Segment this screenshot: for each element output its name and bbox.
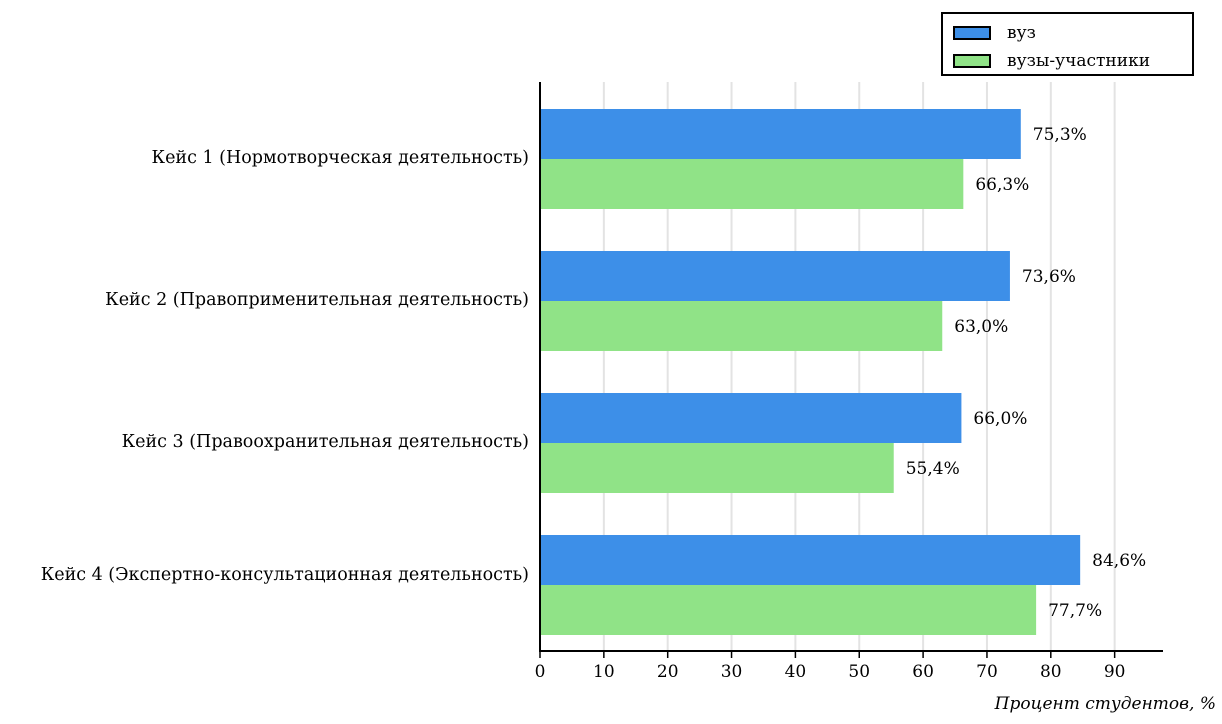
bar-vuz-case-1 — [540, 109, 1021, 159]
legend-item-vuz: вуз — [953, 22, 1036, 44]
x-tick-label-80: 80 — [1040, 662, 1062, 682]
legend-label-vuzy-uchastniki: вузы-участники — [1007, 51, 1151, 71]
category-label-case-3: Кейс 3 (Правоохранительная деятельность) — [121, 432, 529, 452]
legend-label-vuz: вуз — [1007, 23, 1036, 43]
x-tick-label-40: 40 — [785, 662, 807, 682]
value-label-vuz-case-4: 84,6% — [1092, 551, 1146, 571]
bar-vuzy-uchastniki-case-3 — [540, 443, 894, 493]
value-label-vuzy-uchastniki-case-3: 55,4% — [906, 459, 960, 479]
bar-vuzy-uchastniki-case-2 — [540, 301, 943, 351]
x-tick-label-70: 70 — [976, 662, 998, 682]
x-axis-title: Процент студентов, % — [994, 694, 1216, 714]
x-tick-label-30: 30 — [721, 662, 743, 682]
bar-vuz-case-2 — [540, 251, 1010, 301]
value-label-vuz-case-2: 73,6% — [1022, 267, 1076, 287]
category-label-case-1: Кейс 1 (Нормотворческая деятельность) — [151, 148, 529, 168]
legend: вуз вузы-участники — [941, 12, 1194, 76]
x-tick-label-90: 90 — [1104, 662, 1126, 682]
bar-vuzy-uchastniki-case-4 — [540, 585, 1037, 635]
value-label-vuzy-uchastniki-case-1: 66,3% — [975, 175, 1029, 195]
x-tick-label-0: 0 — [535, 662, 546, 682]
value-label-vuzy-uchastniki-case-2: 63,0% — [954, 317, 1008, 337]
value-label-vuzy-uchastniki-case-4: 77,7% — [1048, 601, 1102, 621]
category-label-case-2: Кейс 2 (Правоприменительная деятельность… — [105, 290, 529, 310]
legend-swatch-vuz — [953, 26, 991, 40]
x-tick-label-60: 60 — [912, 662, 934, 682]
legend-swatch-vuzy-uchastniki — [953, 54, 991, 68]
bar-vuz-case-3 — [540, 393, 962, 443]
bar-vuzy-uchastniki-case-1 — [540, 159, 964, 209]
x-tick-label-10: 10 — [593, 662, 615, 682]
x-tick-label-50: 50 — [848, 662, 870, 682]
category-label-case-4: Кейс 4 (Экспертно-консультационная деяте… — [40, 565, 529, 585]
value-label-vuz-case-3: 66,0% — [973, 409, 1027, 429]
bar-vuz-case-4 — [540, 535, 1081, 585]
legend-item-vuzy-uchastniki: вузы-участники — [953, 50, 1150, 72]
value-label-vuz-case-1: 75,3% — [1033, 125, 1087, 145]
x-tick-label-20: 20 — [657, 662, 679, 682]
